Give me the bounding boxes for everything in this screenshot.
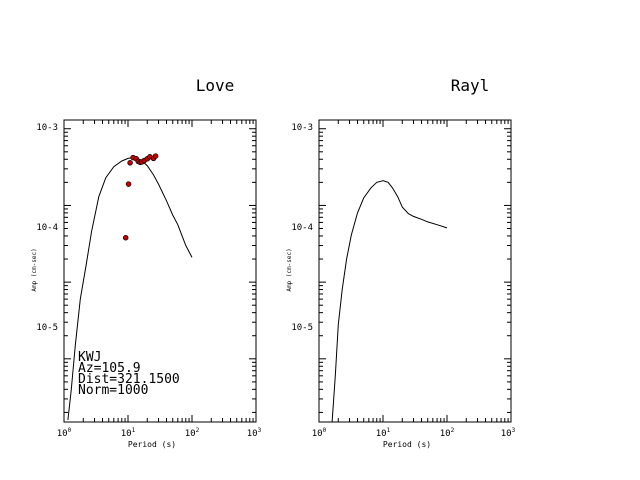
panel-love: Love 10-3 10-4 10-5 100 101 102 103 Peri… (31, 76, 262, 449)
y-tick-label-love-1e-3: 10-3 (36, 123, 58, 133)
x-tick-label-rayl-1e1: 101 (376, 427, 391, 439)
panel-rayl: Rayl 10-3 10-4 10-5 100 101 102 103 Peri… (286, 76, 516, 449)
panel-title-love: Love (196, 76, 235, 95)
norm-label: Norm=1000 (78, 383, 148, 398)
y-tick-label-love-1e-5: 10-5 (36, 323, 58, 333)
y-tick-label-rayl-1e-3: 10-3 (291, 123, 313, 133)
x-axis-label-rayl: Period (s) (383, 440, 431, 449)
model-curve-rayl (331, 180, 448, 423)
x-tick-label-rayl-1e2: 102 (440, 427, 455, 439)
x-tick-label-love-1e2: 102 (185, 427, 200, 439)
x-axis-label-love: Period (s) (128, 440, 176, 449)
panel-love-marks (67, 153, 193, 420)
data-point-love (122, 234, 129, 241)
plot-frame-rayl (318, 119, 512, 423)
data-point-love (125, 181, 132, 187)
data-point-love (152, 153, 159, 159)
x-tick-label-love-1e3: 103 (247, 427, 262, 439)
panel-rayl-ticks (318, 120, 511, 422)
x-tick-label-rayl-1e3: 103 (501, 427, 516, 439)
y-tick-label-love-1e-4: 10-4 (36, 223, 58, 233)
x-tick-label-love-1e0: 100 (57, 427, 72, 439)
y-axis-label-rayl: Amp (cm-sec) (286, 248, 293, 291)
y-tick-label-rayl-1e-4: 10-4 (291, 223, 313, 233)
plot-frame-love (63, 119, 257, 423)
y-tick-label-rayl-1e-5: 10-5 (291, 323, 313, 333)
panel-title-rayl: Rayl (451, 76, 490, 95)
station-label: KWJ (78, 350, 101, 365)
distance-label: Dist=321.1500 (78, 372, 180, 387)
data-point-love (127, 160, 133, 166)
azimuth-label: Az=105.9 (78, 361, 141, 376)
y-axis-label-love: Amp (cm-sec) (31, 248, 38, 291)
panel-love-ticks (63, 120, 256, 422)
panel-rayl-marks (331, 180, 448, 423)
x-tick-label-love-1e1: 101 (121, 427, 136, 439)
x-tick-label-rayl-1e0: 100 (312, 427, 327, 439)
